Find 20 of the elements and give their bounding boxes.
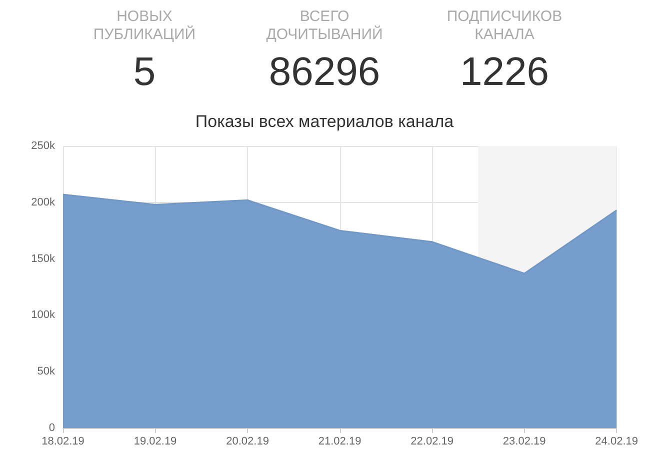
data-label: 86296	[268, 49, 382, 96]
x-tick-label: 23.02.19	[502, 436, 546, 448]
y-tick-label: 100k	[31, 309, 56, 322]
data-label: 1226	[459, 49, 550, 96]
category-label: ВСЕГО ДОЧИТЫВАНИЙ	[265, 8, 384, 45]
x-tick-label: 24.02.19	[595, 436, 638, 448]
chart-title: Показы всех материалов канала	[195, 112, 454, 131]
category-label: ПОДПИСЧИКОВ КАНАЛА	[446, 8, 564, 45]
y-tick-label: 200k	[31, 196, 56, 208]
x-tick-label: 18.02.19	[42, 436, 84, 448]
y-tick-label: 250k	[31, 140, 56, 152]
x-tick-label: 20.02.19	[226, 436, 269, 448]
y-tick-label: 0	[48, 422, 55, 434]
x-tick-label: 21.02.19	[318, 436, 362, 448]
category-label: НОВЫХ ПУБЛИКАЦИЙ	[92, 8, 197, 45]
y-tick-label: 150k	[31, 252, 56, 265]
y-tick-label: 50k	[37, 366, 56, 378]
data-label: 5	[132, 49, 157, 96]
x-tick-label: 22.02.19	[410, 436, 454, 448]
x-tick-label: 19.02.19	[134, 436, 177, 448]
